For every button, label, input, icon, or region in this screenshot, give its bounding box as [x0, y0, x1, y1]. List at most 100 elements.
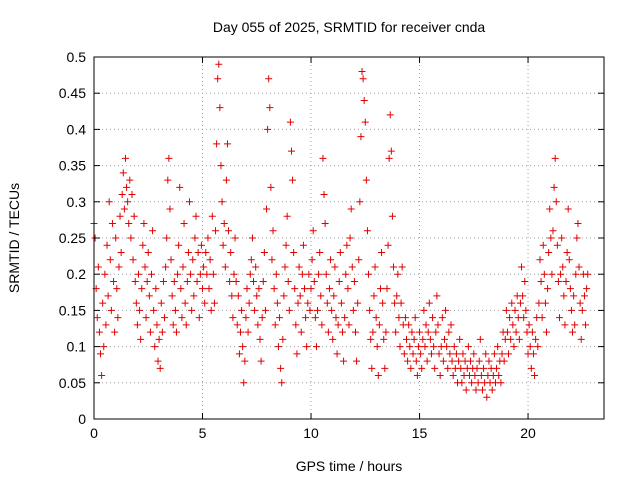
- data-point: [549, 227, 557, 235]
- data-point: [240, 379, 248, 387]
- data-point: [123, 183, 131, 191]
- data-point: [476, 335, 484, 343]
- data-point: [238, 306, 246, 314]
- data-point: [154, 357, 162, 365]
- data-point: [322, 270, 330, 278]
- data-point: [296, 292, 304, 300]
- data-point: [157, 299, 165, 307]
- data-point: [214, 75, 222, 83]
- data-point: [294, 299, 302, 307]
- data-point: [336, 248, 344, 256]
- data-point: [535, 299, 543, 307]
- data-point: [213, 140, 221, 148]
- data-point: [366, 306, 374, 314]
- data-point: [558, 234, 566, 242]
- y-tick-label: 0.15: [59, 302, 86, 318]
- data-point: [433, 292, 441, 300]
- data-point: [347, 205, 355, 213]
- data-point: [146, 328, 154, 336]
- data-point: [208, 212, 216, 220]
- x-axis-title: GPS time / hours: [296, 458, 403, 474]
- data-point: [477, 372, 485, 380]
- data-point: [497, 379, 505, 387]
- data-point: [190, 292, 198, 300]
- data-point: [419, 335, 427, 343]
- y-tick-label: 0.4: [67, 121, 87, 137]
- data-point: [455, 357, 463, 365]
- x-tick-label: 10: [303, 425, 319, 441]
- y-tick-label: 0.5: [67, 49, 87, 65]
- data-point: [243, 285, 251, 293]
- data-point: [150, 306, 158, 314]
- data-point: [180, 220, 188, 228]
- data-point: [551, 154, 559, 162]
- data-point: [187, 270, 195, 278]
- data-point: [539, 241, 547, 249]
- data-point: [121, 154, 129, 162]
- data-point: [191, 234, 199, 242]
- data-point: [97, 350, 105, 358]
- data-point: [495, 372, 503, 380]
- data-point: [561, 321, 569, 329]
- data-point: [266, 104, 274, 112]
- data-point: [391, 299, 399, 307]
- data-point: [156, 364, 164, 372]
- y-tick-label: 0: [78, 411, 86, 427]
- data-point: [379, 299, 387, 307]
- data-point: [142, 314, 150, 322]
- data-point: [485, 357, 493, 365]
- data-point: [343, 241, 351, 249]
- data-point: [472, 386, 480, 394]
- data-point: [562, 277, 570, 285]
- data-point: [420, 306, 428, 314]
- data-point: [194, 248, 202, 256]
- data-point: [212, 227, 220, 235]
- data-point: [260, 248, 268, 256]
- data-point: [431, 364, 439, 372]
- data-point: [199, 285, 207, 293]
- data-point: [381, 364, 389, 372]
- data-point: [511, 306, 519, 314]
- data-point: [569, 328, 577, 336]
- data-point: [307, 285, 315, 293]
- data-point: [545, 248, 553, 256]
- data-point: [445, 328, 453, 336]
- data-point: [375, 321, 383, 329]
- data-point: [184, 248, 192, 256]
- data-point: [189, 256, 197, 264]
- data-point: [515, 335, 523, 343]
- data-point: [573, 234, 581, 242]
- data-point: [346, 234, 354, 242]
- data-point: [503, 328, 511, 336]
- data-point: [565, 256, 573, 264]
- data-point: [378, 248, 386, 256]
- data-point: [435, 350, 443, 358]
- data-point: [170, 277, 178, 285]
- data-point: [95, 328, 103, 336]
- data-point: [291, 285, 299, 293]
- data-point: [325, 285, 333, 293]
- data-point: [408, 328, 416, 336]
- data-point: [155, 335, 163, 343]
- data-point: [277, 364, 285, 372]
- data-point: [564, 205, 572, 213]
- data-point: [321, 220, 329, 228]
- data-point: [341, 314, 349, 322]
- data-point: [406, 343, 414, 351]
- data-point: [320, 191, 328, 199]
- data-point: [310, 277, 318, 285]
- data-point: [263, 205, 271, 213]
- data-point: [254, 321, 262, 329]
- data-point: [473, 364, 481, 372]
- data-point: [337, 299, 345, 307]
- data-point: [553, 241, 561, 249]
- data-point: [127, 234, 135, 242]
- data-point: [520, 314, 528, 322]
- y-tick-label: 0.1: [67, 339, 87, 355]
- data-point: [427, 350, 435, 358]
- data-point: [303, 343, 311, 351]
- data-point: [241, 357, 249, 365]
- data-point: [426, 335, 434, 343]
- data-point: [526, 343, 534, 351]
- data-point: [331, 263, 339, 271]
